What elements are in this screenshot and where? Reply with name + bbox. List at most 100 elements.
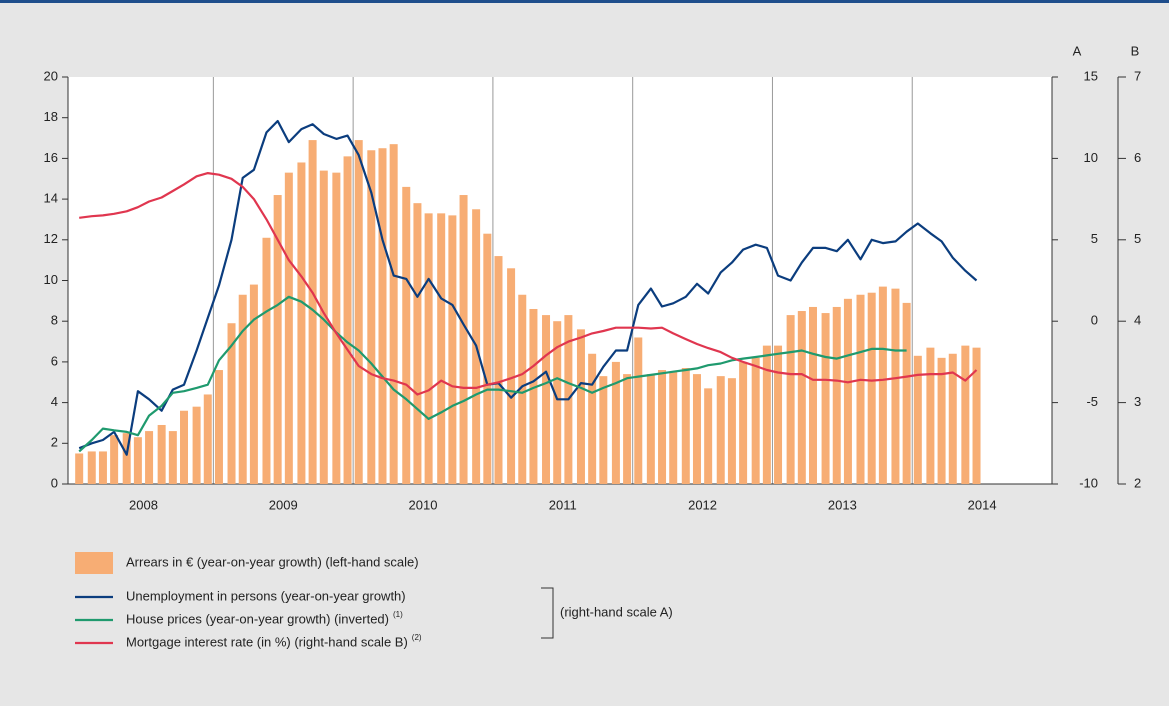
bar [145,431,154,484]
bar [786,315,795,484]
bar [110,435,119,484]
bar [843,298,852,484]
x-tick-label: 2011 [549,497,577,512]
y-tick-label: 14 [44,191,58,206]
bar [692,374,701,484]
bar [319,170,328,485]
bar [448,215,457,484]
y2-tick-label: 15 [1084,68,1098,83]
bar [494,256,503,484]
bar [878,286,887,484]
bar [75,453,84,484]
legend-footnote: (1) [393,610,403,619]
bar [774,345,783,484]
bar [507,268,516,484]
bar [273,195,282,484]
bar [832,306,841,484]
line [78,295,907,453]
bar [902,302,911,484]
bar [972,347,981,484]
line [78,119,978,456]
legend-label: Mortgage interest rate (in %) (right-han… [126,634,408,649]
top-rule [0,0,1169,3]
bar [727,378,736,484]
bar [424,213,433,484]
bar [367,150,376,484]
y-tick-label: 6 [51,353,58,368]
x-tick-label: 2008 [129,497,158,512]
y3-tick-label: 6 [1134,150,1141,165]
bar [646,374,655,484]
y-tick-label: 20 [44,68,58,83]
bar [948,353,957,484]
axis-a-label: A [1073,43,1082,58]
legend-bracket [541,587,554,639]
bar [856,294,865,484]
bar [529,308,538,484]
bar [262,237,271,484]
y2-tick-label: 0 [1091,313,1098,328]
bar [704,388,713,484]
bar [402,186,411,484]
bar [378,148,387,484]
bar [762,345,771,484]
y3-tick-label: 2 [1134,475,1141,490]
y-tick-label: 18 [44,109,58,124]
bar [808,306,817,484]
bar [821,313,830,484]
bar [542,315,551,484]
bar [913,355,922,484]
y-tick-label: 0 [51,475,58,490]
axis-b-label: B [1131,43,1140,58]
bar [669,372,678,484]
bar [157,424,166,484]
y3-tick-label: 3 [1134,394,1141,409]
bar [751,357,760,484]
y-tick-label: 12 [44,231,58,246]
y2-tick-label: -10 [1079,475,1098,490]
bar [297,162,306,484]
bar [133,437,142,484]
bar [459,195,468,484]
bar [588,353,597,484]
y-tick-label: 8 [51,313,58,328]
bar [343,156,352,485]
legend-label: Arrears in € (year-on-year growth) (left… [126,554,419,569]
y2-tick-label: 5 [1091,231,1098,246]
bar [681,368,690,484]
bar [483,233,492,484]
bar [518,294,527,484]
bar [599,376,608,484]
y3-tick-label: 7 [1134,68,1141,83]
bar [332,172,341,484]
y2-tick-label: -5 [1086,394,1098,409]
y-tick-label: 2 [51,435,58,450]
y-tick-label: 16 [44,150,58,165]
x-tick-label: 2010 [409,497,438,512]
bar [611,361,620,484]
bar [891,288,900,484]
bar [203,394,212,484]
x-tick-label: 2014 [968,497,997,512]
x-tick-label: 2009 [269,497,298,512]
bar [308,140,317,484]
legend-label: Unemployment in persons (year-on-year gr… [126,588,406,603]
x-tick-label: 2013 [828,497,857,512]
bar [867,292,876,484]
bar [961,345,970,484]
bar [238,294,247,484]
bracket-label: (right-hand scale A) [560,604,673,619]
bar [634,337,643,484]
bar [739,361,748,484]
y-tick-label: 4 [51,394,58,409]
y2-tick-label: 10 [1084,150,1098,165]
bar [98,451,107,484]
bar [937,357,946,484]
bar [284,172,293,484]
bar [576,329,585,484]
bar [623,374,632,484]
bar [168,431,177,484]
legend-footnote: (2) [412,633,422,642]
